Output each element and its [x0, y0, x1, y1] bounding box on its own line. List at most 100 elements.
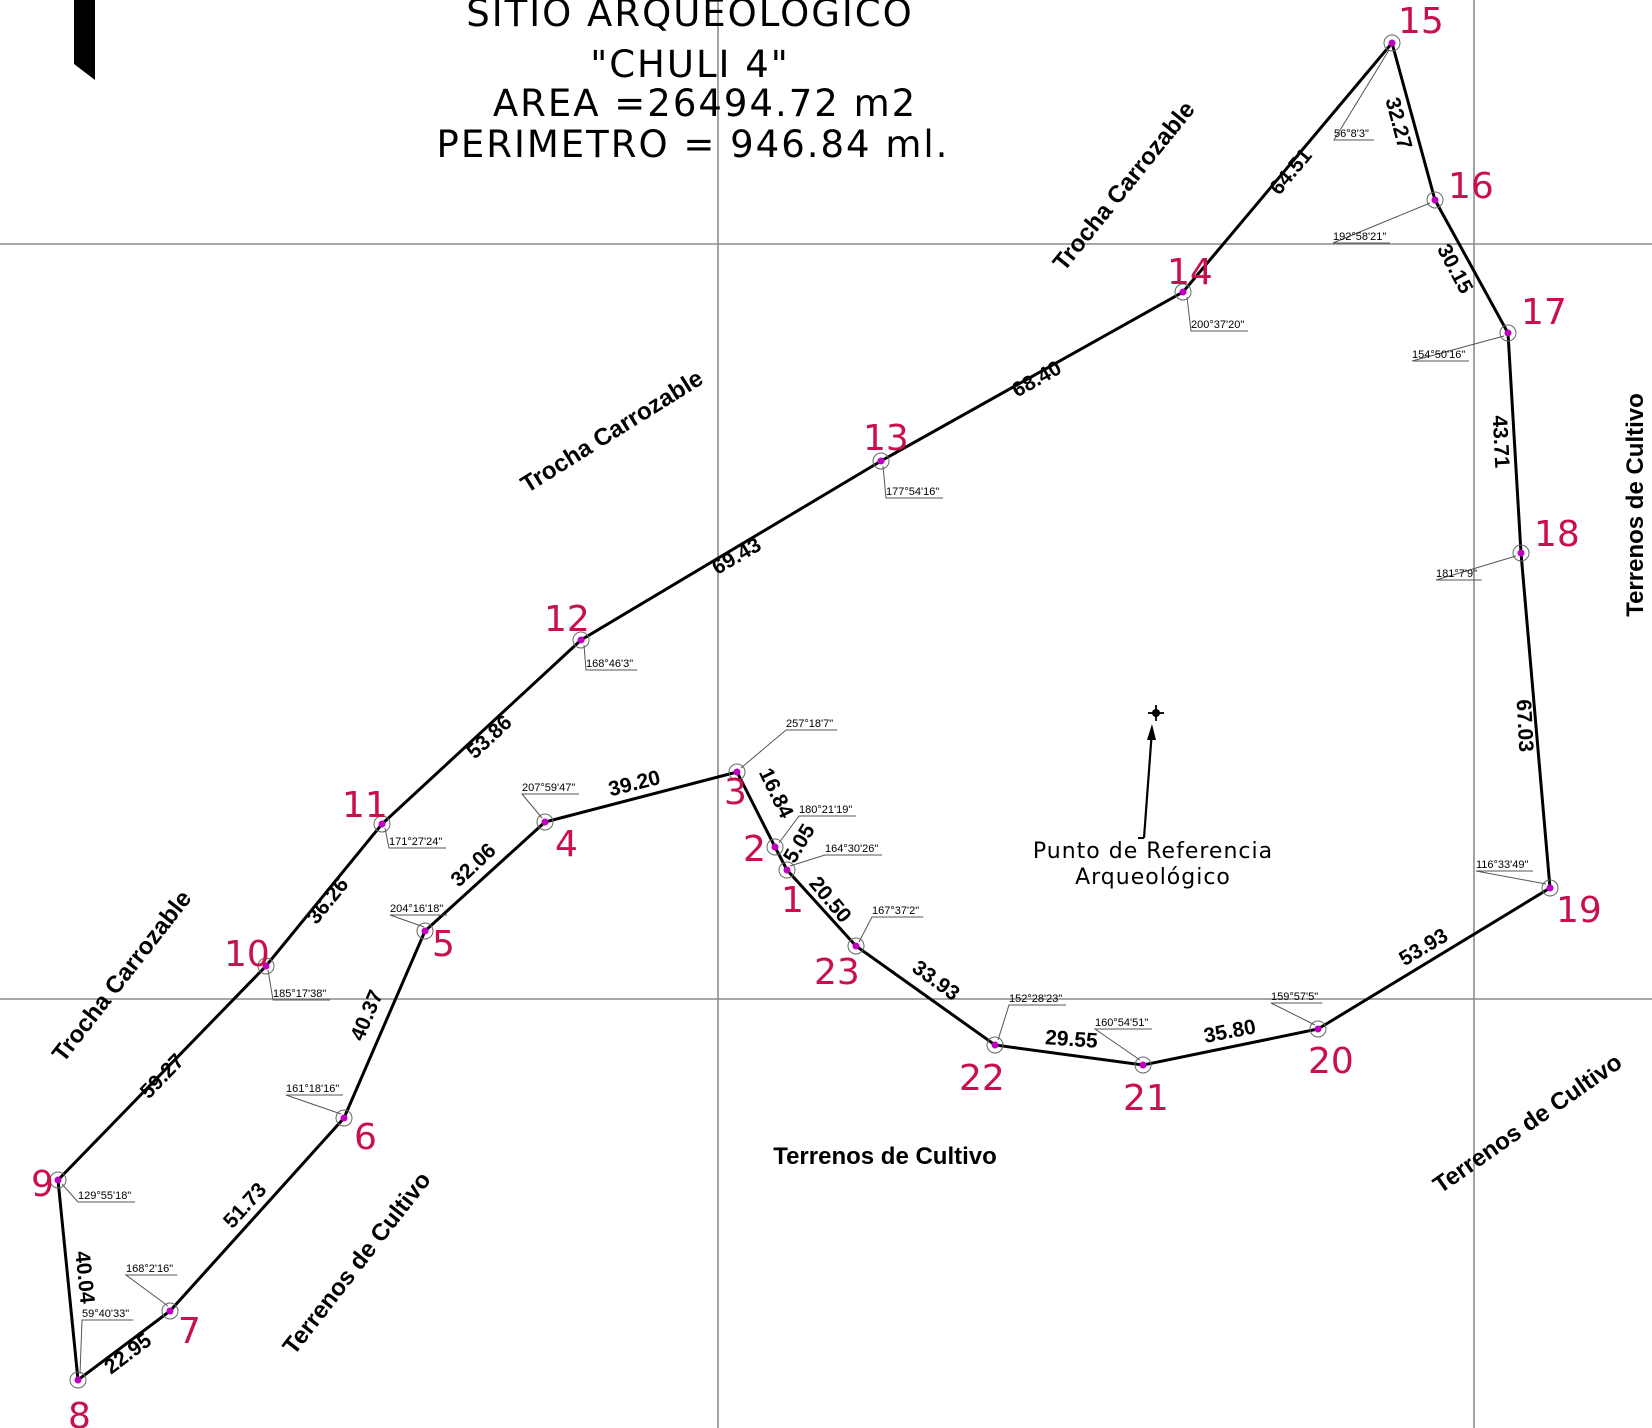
vertex-angle-label: 171°27'24" — [389, 836, 442, 848]
vertex-point — [1504, 329, 1512, 337]
angle-leader — [79, 1319, 134, 1375]
vertex-angle-arc — [766, 838, 784, 856]
side-length-label: 68.40 — [1008, 357, 1065, 403]
boundary-polygon — [56, 39, 1552, 1383]
vertex-angle-label: 207°59'47" — [522, 782, 575, 794]
reference-point-marker — [1148, 705, 1164, 721]
vertex-point — [1431, 196, 1439, 204]
side-length-label: 33.93 — [908, 956, 964, 1006]
vertex-number: 6 — [354, 1117, 377, 1158]
vertex-angle-arc — [161, 1302, 179, 1320]
context-label-trocha-left: Trocha Carrozable — [47, 886, 197, 1068]
vertex-point — [262, 962, 270, 970]
angle-leader — [882, 465, 943, 499]
vertex-number: 4 — [555, 824, 578, 865]
vertex-number: 15 — [1398, 1, 1444, 42]
side-length-label: 67.03 — [1512, 699, 1538, 753]
vertex-angle-arc — [728, 763, 746, 781]
angle-leader — [61, 1183, 135, 1203]
angle-leader — [1332, 202, 1431, 244]
vertex-angle-label: 185°17'38" — [273, 988, 326, 1000]
vertex-angle-label: 180°21'19" — [799, 804, 852, 816]
vertex-angle-label: 177°54'16" — [886, 486, 939, 498]
context-label-trocha-middle: Trocha Carrozable — [516, 365, 708, 499]
vertex-point — [378, 820, 386, 828]
vertex-angle-arc — [1499, 324, 1517, 342]
vertex-point — [852, 942, 860, 950]
context-label-cultivo-bottom: Terrenos de Cultivo — [773, 1143, 997, 1170]
angle-leader — [778, 815, 856, 844]
vertex-point — [166, 1307, 174, 1315]
vertex-angle-arc — [1512, 544, 1530, 562]
angle-leader — [1186, 296, 1248, 332]
angle-leader — [267, 969, 330, 1001]
vertex-angle-label: 164°30'26" — [825, 843, 878, 855]
vertex-number: 23 — [814, 952, 860, 993]
vertex-number: 7 — [178, 1311, 201, 1352]
vertex-point — [1179, 288, 1187, 296]
angle-leader — [520, 793, 579, 819]
vertex-point — [541, 818, 549, 826]
title-block: SITIO ARQUEOLOGICO "CHULI 4" AREA =26494… — [437, 0, 948, 166]
vertex-angle-label: 116°33'49" — [1476, 859, 1529, 871]
vertex-angle-label: 159°57'5" — [1271, 991, 1318, 1003]
vertex-angle-arc — [847, 937, 865, 955]
vertex-angle-arc — [1134, 1056, 1152, 1074]
side-length-label: 30.15 — [1432, 240, 1477, 297]
area-label: AREA =26494.72 m2 — [493, 82, 917, 125]
side-length-label: 40.04 — [70, 1250, 98, 1305]
vertex-angle-arc — [1309, 1020, 1327, 1038]
vertex-number: 9 — [31, 1164, 54, 1205]
vertex-number: 17 — [1521, 292, 1567, 333]
vertex-point — [1314, 1025, 1322, 1033]
vertex-angle-arc — [986, 1036, 1004, 1054]
vertex-point — [783, 866, 791, 874]
vertex-number: 22 — [959, 1058, 1005, 1099]
vertex-number: 18 — [1534, 514, 1580, 555]
vertex-point — [877, 457, 885, 465]
side-lengths: 5.0516.8439.2032.0640.3751.7322.9540.045… — [70, 95, 1537, 1379]
vertex-angle-arc — [335, 1109, 353, 1127]
vertex-number: 10 — [224, 934, 270, 975]
vertex-angle-arc — [572, 631, 590, 649]
vertex-number: 16 — [1448, 166, 1494, 207]
vertex-point — [54, 1176, 62, 1184]
vertex-angle-arc — [416, 922, 434, 940]
vertex-point — [771, 843, 779, 851]
vertex-angle-label: 56°8'3" — [1334, 128, 1369, 140]
side-length-label: 39.20 — [606, 766, 663, 801]
vertex-number: 20 — [1308, 1041, 1354, 1082]
angle-leader — [997, 1004, 1066, 1041]
vertex-angle-label: 192°58'21" — [1333, 231, 1386, 243]
vertex-number: 21 — [1123, 1078, 1169, 1119]
vertex-angle-arc — [257, 957, 275, 975]
vertex-angle-arc — [778, 861, 796, 879]
vertex-point — [1517, 549, 1525, 557]
vertex-angle-arc — [1541, 879, 1559, 897]
side-length-label: 53.86 — [463, 711, 517, 764]
vertex-angle-label: 181°7'9" — [1436, 568, 1477, 580]
side-length-label: 5.05 — [779, 820, 820, 867]
vertex-angle-arc — [49, 1171, 67, 1189]
vertex-number: 5 — [432, 924, 455, 965]
angle-leader — [1270, 1002, 1323, 1026]
angle-leader — [858, 916, 924, 943]
vertex-number: 1 — [781, 880, 804, 921]
reference-leader — [1142, 729, 1154, 839]
angle-leader — [384, 827, 446, 849]
side-length-label: 64.51 — [1265, 144, 1317, 199]
context-label-cultivo-right-bottom: Terrenos de Cultivo — [1428, 1049, 1627, 1199]
vertex-angle-arc — [69, 1371, 87, 1389]
vertex-angles: 164°30'26" 180°21'19" 257°18'7" 207°59'47" 2… — [49, 34, 1559, 1389]
reference-point: Punto de Referencia Arqueológico — [1033, 705, 1272, 890]
vertex-angle-label: 200°37'20" — [1191, 319, 1244, 331]
angle-leader — [285, 1094, 343, 1115]
vertex-angle-label: 161°18'16" — [286, 1083, 339, 1095]
angle-leader — [740, 729, 838, 769]
angle-leader — [1435, 555, 1517, 581]
vertex-angle-label: 59°40'33" — [82, 1308, 129, 1320]
context-label-trocha-top: Trocha Carrozable — [1048, 96, 1201, 276]
vertex-number: 12 — [544, 599, 590, 640]
